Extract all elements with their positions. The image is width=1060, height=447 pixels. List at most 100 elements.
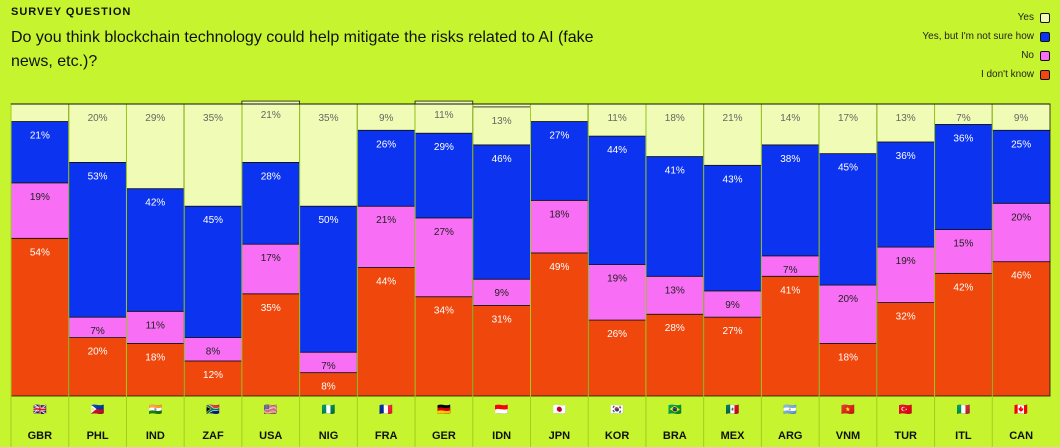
category-label: NIG (319, 430, 339, 442)
data-label: 28% (665, 323, 685, 334)
data-label: 11% (607, 113, 626, 124)
data-label: 45% (838, 163, 858, 174)
data-label: 18% (549, 209, 569, 220)
data-label: 26% (376, 139, 396, 150)
category-label: ARG (778, 430, 802, 442)
data-label: 27% (549, 131, 569, 142)
flag-icon: 🇲🇽 (726, 403, 740, 416)
flag-icon: 🇿🇦 (206, 403, 220, 416)
bar-segment (991, 261, 1051, 397)
data-label: 21% (261, 110, 281, 121)
category-label: ZAF (202, 430, 224, 442)
bar-segment (876, 103, 935, 143)
flag-icon: 🇳🇬 (322, 403, 336, 416)
data-label: 31% (492, 314, 512, 325)
bar-segment (183, 103, 243, 207)
flag-icon: 🇧🇷 (668, 403, 682, 416)
data-label: 26% (607, 329, 627, 340)
data-label: 18% (665, 113, 685, 124)
category-label: ITL (955, 430, 972, 442)
data-label: 13% (492, 116, 512, 127)
bar-segment (10, 182, 70, 239)
bar-segment (356, 103, 416, 131)
bar-segment (356, 267, 416, 397)
flag-icon: 🇮🇩 (495, 403, 509, 416)
data-label: 8% (321, 382, 336, 393)
flag-icon: 🇦🇷 (783, 403, 797, 416)
bar-segment (530, 252, 589, 397)
bar-segment (818, 103, 878, 155)
flag-icon: 🇩🇪 (437, 403, 451, 416)
data-label: 46% (492, 154, 512, 165)
data-label: 19% (607, 274, 627, 285)
data-label: 21% (30, 131, 50, 142)
legend-label: I don't know (980, 69, 1034, 80)
bar-segment (299, 103, 358, 207)
bar-segment (183, 205, 243, 338)
data-label: 13% (896, 113, 916, 124)
bar-segment (472, 305, 531, 397)
data-label: 11% (434, 110, 453, 121)
flag-icon: 🇺🇸 (264, 403, 278, 416)
data-label: 54% (30, 247, 50, 258)
bar-segment (10, 237, 70, 397)
bar-segment (760, 144, 820, 257)
bar-segment (703, 164, 762, 292)
category-label: JPN (549, 430, 570, 442)
bar-segment (645, 156, 705, 277)
data-label: 12% (203, 370, 223, 381)
data-label: 25% (1011, 139, 1031, 150)
legend-item-yes: Yes (922, 8, 1050, 27)
bar-segment (760, 103, 820, 146)
data-label: 21% (376, 215, 396, 226)
data-label: 50% (318, 215, 338, 226)
flag-icon: 🇵🇭 (91, 403, 105, 416)
data-label: 44% (607, 145, 627, 156)
flag-icon: 🇮🇹 (957, 403, 971, 416)
category-label: FRA (375, 430, 398, 442)
bar-segment (587, 319, 647, 397)
data-label: 35% (203, 113, 223, 124)
data-label: 7% (783, 265, 798, 276)
bar-segment (645, 313, 705, 397)
survey-question: Do you think blockchain technology could… (11, 29, 594, 70)
data-label: 20% (838, 294, 858, 305)
bar-segment (10, 121, 70, 184)
bar-segment (818, 153, 878, 286)
data-label: 7% (90, 326, 105, 337)
data-label: 35% (318, 113, 338, 124)
bar-segment (645, 275, 705, 315)
data-label: 43% (723, 174, 743, 185)
data-label: 19% (30, 192, 50, 203)
data-label: 29% (434, 142, 454, 153)
category-label: TUR (894, 430, 917, 442)
category-label: MEX (721, 430, 746, 442)
flag-icon: 🇻🇳 (841, 403, 855, 416)
data-label: 27% (434, 227, 454, 238)
bar-segment (472, 278, 531, 306)
data-label: 32% (896, 312, 916, 323)
bar-segment (876, 246, 935, 303)
bar-segment (126, 343, 185, 397)
data-label: 18% (838, 352, 858, 363)
category-label: USA (259, 430, 282, 442)
data-label: 9% (379, 113, 394, 124)
data-label: 35% (261, 303, 281, 314)
data-label: 7% (321, 361, 336, 372)
flag-icon: 🇹🇷 (899, 403, 913, 416)
data-label: 44% (376, 277, 396, 288)
legend-swatch (1040, 69, 1050, 80)
data-label: 7% (956, 113, 971, 124)
survey-label: SURVEY QUESTION (11, 6, 132, 18)
legend-swatch (1040, 50, 1050, 61)
bar-segment (414, 296, 474, 397)
data-label: 19% (896, 256, 916, 267)
bar-segment (241, 293, 301, 397)
data-label: 41% (665, 166, 685, 177)
bar-segment (818, 343, 878, 397)
data-label: 18% (145, 352, 165, 363)
flag-icon: 🇯🇵 (553, 403, 567, 416)
bar-segment (299, 205, 358, 353)
legend-item-yes-unsure: Yes, but I'm not sure how (922, 27, 1050, 46)
category-label: IND (146, 430, 165, 442)
